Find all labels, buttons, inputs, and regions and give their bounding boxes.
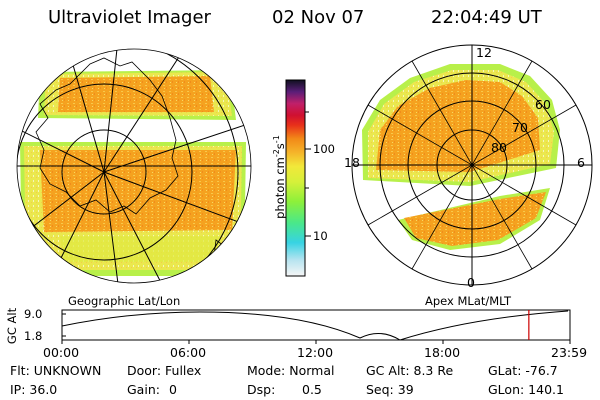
mlt-label-6: 6: [577, 155, 585, 170]
geographic-map: [20, 70, 246, 276]
mlt-label-18: 18: [344, 155, 360, 170]
mode-readout: Mode: Normal: [247, 363, 335, 378]
colorbar-unit-label: photon cm-2s-1: [272, 135, 287, 219]
altitude-ymax: 9.0: [24, 307, 43, 321]
gc-alt-readout: GC Alt: 8.3 Re: [366, 363, 454, 378]
gain-value: 0: [169, 382, 177, 397]
altitude-plot: [61, 309, 571, 344]
xtick-0600: 06:00: [170, 345, 207, 360]
altitude-ylabel: GC Alt: [5, 307, 19, 345]
geographic-map-label: Geographic Lat/Lon: [68, 294, 181, 308]
seq-readout: Seq: 39: [366, 382, 414, 397]
mlat-label-60: 60: [535, 97, 551, 112]
colorbar-tick-100: 100: [313, 142, 335, 156]
colorbar-tick-10: 10: [313, 229, 328, 243]
mlat-label-70: 70: [512, 120, 528, 135]
filter-readout: Flt: UNKNOWN: [10, 363, 102, 378]
image-date: 02 Nov 07: [272, 7, 365, 28]
altitude-ymin: 1.8: [24, 329, 43, 343]
apex-map-label: Apex MLat/MLT: [425, 294, 512, 308]
geographic-grid: [16, 48, 252, 284]
intensity-colorbar: [285, 79, 311, 277]
apex-map: [351, 44, 593, 286]
mlt-label-0: 0: [467, 275, 475, 290]
image-time: 22:04:49 UT: [431, 7, 542, 28]
instrument-title: Ultraviolet Imager: [48, 7, 211, 28]
xtick-1800: 18:00: [424, 345, 461, 360]
mlat-label-80: 80: [491, 140, 507, 155]
gain-label: Gain:: [127, 382, 160, 397]
glat-readout: GLat: -76.7: [488, 363, 558, 378]
door-readout: Door: Fullex: [127, 363, 202, 378]
xtick-1200: 12:00: [297, 345, 334, 360]
dsp-label: Dsp:: [247, 382, 276, 397]
glon-readout: GLon: 140.1: [488, 382, 564, 397]
ip-readout: IP: 36.0: [10, 382, 58, 397]
xtick-0000: 00:00: [43, 345, 80, 360]
xtick-2359: 23:59: [551, 345, 588, 360]
dsp-value: 0.5: [302, 382, 322, 397]
mlt-label-12: 12: [476, 45, 492, 60]
